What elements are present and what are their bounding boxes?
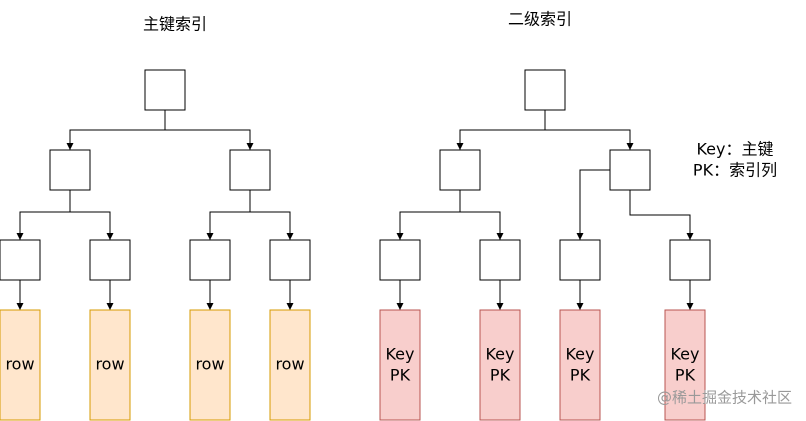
node [439, 149, 481, 191]
node [379, 239, 421, 281]
node [189, 239, 231, 281]
edge [70, 211, 114, 240]
node [89, 239, 131, 281]
leaf-label: row [95, 355, 124, 374]
edge [16, 190, 71, 240]
edge [250, 211, 294, 240]
leaf [0, 309, 41, 421]
edge [66, 110, 166, 150]
leaf-label: Key [485, 345, 514, 364]
right-tree: 二级索引 Key PK Key PK Key PK Key PK [379, 10, 711, 421]
left-tree: 主键索引 row row row row [0, 15, 311, 421]
leaf-label: PK [675, 366, 696, 385]
leaf [664, 309, 706, 421]
leaf-label: PK [570, 366, 591, 385]
node [524, 69, 566, 111]
node [479, 239, 521, 281]
leaf-label: Key [385, 345, 414, 364]
leaf-label: Key [670, 345, 699, 364]
edge [576, 169, 610, 240]
leaf [89, 309, 131, 421]
node [0, 239, 41, 281]
leaf [379, 309, 421, 421]
watermark: @稀土掘金技术社区 [657, 389, 792, 407]
node [609, 149, 651, 191]
leaf [269, 309, 311, 421]
leaf-label: Key [565, 345, 594, 364]
edge [629, 190, 694, 240]
leaf-label: row [195, 355, 224, 374]
node [49, 149, 91, 191]
leaf-label: row [5, 355, 34, 374]
edge [460, 211, 504, 240]
node [669, 239, 711, 281]
tree-title: 主键索引 [143, 15, 207, 34]
edge [545, 129, 634, 150]
leaf [189, 309, 231, 421]
edge [206, 190, 251, 240]
legend-item: Key：主键 [696, 140, 773, 159]
edge [456, 110, 546, 150]
leaf-label: PK [490, 366, 511, 385]
leaf-label: row [275, 355, 304, 374]
node [229, 149, 271, 191]
leaf-label: PK [390, 366, 411, 385]
tree-title: 二级索引 [508, 10, 572, 29]
edge [396, 190, 461, 240]
node [559, 239, 601, 281]
node [269, 239, 311, 281]
leaf [559, 309, 601, 421]
node [144, 69, 186, 111]
edge [165, 129, 254, 150]
legend-item: PK：索引列 [693, 161, 777, 180]
leaf [479, 309, 521, 421]
